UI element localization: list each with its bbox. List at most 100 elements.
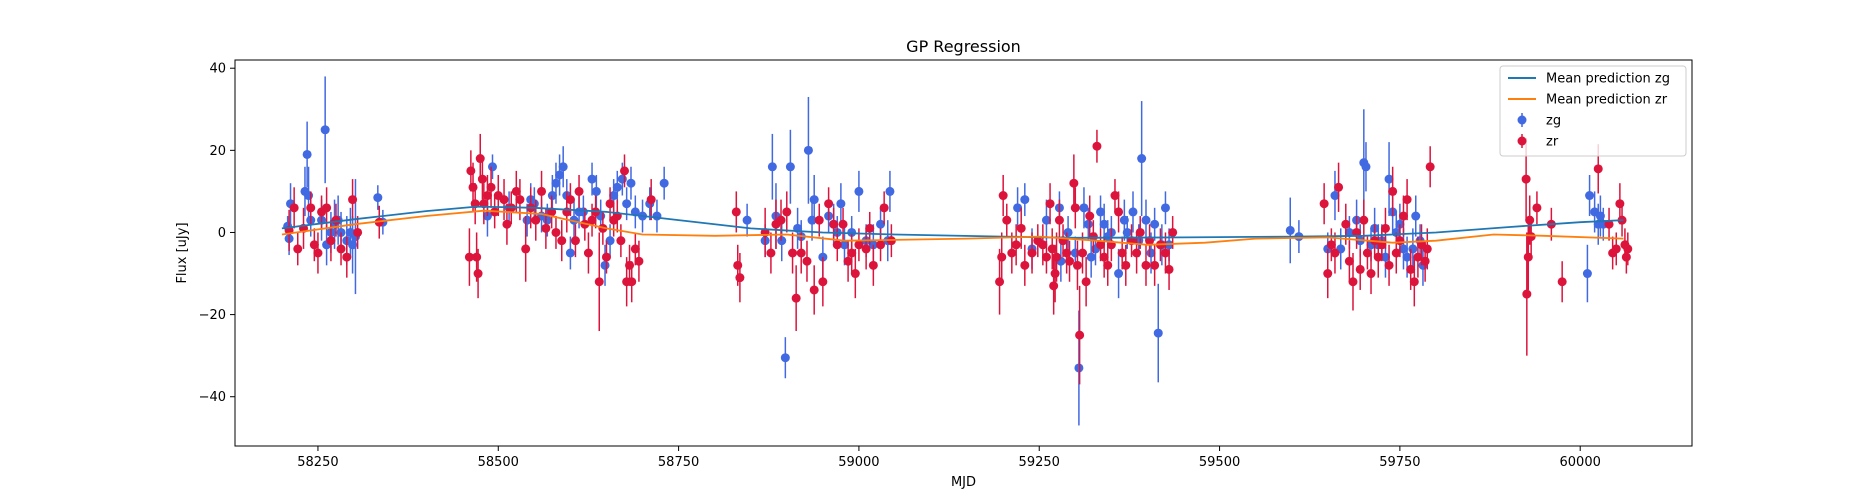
data-point-zg <box>578 207 588 217</box>
data-point-zg <box>565 248 575 258</box>
data-point-zr <box>1075 330 1085 340</box>
data-point-zr <box>1160 248 1170 258</box>
data-point-zg <box>1013 203 1023 213</box>
data-point-zg <box>780 353 790 363</box>
data-point-zr <box>1615 199 1625 209</box>
data-point-zg <box>617 174 627 184</box>
data-point-zr <box>1523 252 1533 262</box>
data-point-zr <box>1164 264 1174 274</box>
data-point-zr <box>289 203 299 213</box>
data-point-zr <box>879 203 889 213</box>
data-point-zr <box>348 195 358 205</box>
plot-frame <box>234 59 1693 447</box>
legend-marker-zg <box>1517 115 1527 125</box>
data-point-zr <box>646 195 656 205</box>
data-point-zg <box>1361 162 1371 172</box>
data-point-zr <box>511 186 521 196</box>
y-tick-label: −40 <box>199 390 226 405</box>
data-point-zg <box>659 178 669 188</box>
data-point-zr <box>1422 244 1432 254</box>
y-tick-label: 20 <box>209 144 226 159</box>
y-axis: −40 −20 0 20 40 <box>199 62 235 405</box>
data-point-zg <box>320 125 330 135</box>
data-point-zr <box>1341 219 1351 229</box>
data-point-zr <box>838 219 848 229</box>
data-point-zr <box>594 277 604 287</box>
data-point-zr <box>482 191 492 201</box>
data-point-zr <box>634 256 644 266</box>
data-point-zr <box>1062 248 1072 258</box>
data-point-zr <box>627 277 637 287</box>
data-point-zr <box>766 248 776 258</box>
data-point-zr <box>306 203 316 213</box>
data-point-zr <box>472 252 482 262</box>
data-point-zg <box>1380 252 1390 262</box>
data-point-zr <box>326 236 336 246</box>
data-point-zg <box>622 199 632 209</box>
data-point-zr <box>521 244 531 254</box>
data-point-zr <box>1132 248 1142 258</box>
legend: Mean prediction zg Mean prediction zr zg… <box>1499 65 1687 157</box>
data-point-zr <box>1045 199 1055 209</box>
data-point-zr <box>1047 244 1057 254</box>
data-point-zr <box>1050 269 1060 279</box>
data-point-zg <box>373 193 383 203</box>
data-point-zg <box>522 215 532 225</box>
data-point-zg <box>612 182 622 192</box>
chart-title: GP Regression <box>906 37 1021 56</box>
data-point-zr <box>1623 244 1633 254</box>
data-point-zr <box>1088 232 1098 242</box>
data-point-zr <box>782 207 792 217</box>
data-point-zg <box>626 178 636 188</box>
data-point-zr <box>1409 277 1419 287</box>
data-point-zr <box>847 248 857 258</box>
data-point-zr <box>1052 252 1062 262</box>
data-point-zr <box>861 244 871 254</box>
data-point-zr <box>531 215 541 225</box>
data-point-zr <box>1319 199 1329 209</box>
data-point-zr <box>818 277 828 287</box>
data-point-zr <box>1621 252 1631 262</box>
data-point-zg <box>1128 207 1138 217</box>
data-point-zr <box>1141 260 1151 270</box>
data-point-zr <box>802 256 812 266</box>
data-point-zr <box>342 252 352 262</box>
data-point-zr <box>1330 248 1340 258</box>
data-point-zr <box>1081 277 1091 287</box>
y-axis-label: Flux [uJy] <box>175 222 190 283</box>
data-point-zr <box>1069 178 1079 188</box>
data-point-zg <box>1153 328 1163 338</box>
data-point-zr <box>605 199 615 209</box>
data-point-zr <box>1352 227 1362 237</box>
data-point-zg <box>767 162 777 172</box>
mean-prediction-zr-line <box>281 209 1624 246</box>
data-point-zr <box>1373 252 1383 262</box>
data-point-zr <box>824 199 834 209</box>
data-point-zg <box>1099 219 1109 229</box>
data-point-zr <box>995 277 1005 287</box>
x-tick-label: 60000 <box>1560 455 1601 470</box>
data-point-zr <box>1425 162 1435 172</box>
data-point-zg <box>1083 219 1093 229</box>
data-point-zr <box>1072 260 1082 270</box>
data-point-zg <box>1408 244 1418 254</box>
data-point-zr <box>1016 223 1026 233</box>
data-point-zg <box>1384 174 1394 184</box>
legend-marker-zr <box>1517 136 1527 146</box>
data-point-zr <box>466 166 476 176</box>
data-point-zr <box>1135 227 1145 237</box>
data-point-zr <box>630 244 640 254</box>
data-point-zr <box>353 227 363 237</box>
x-tick-label: 59000 <box>838 455 879 470</box>
data-point-zr <box>587 215 597 225</box>
legend-label-zr-line: Mean prediction zr <box>1546 93 1668 108</box>
data-point-zr <box>1391 248 1401 258</box>
data-point-zg <box>1398 244 1408 254</box>
data-point-zr <box>1420 256 1430 266</box>
data-point-zg <box>1582 269 1592 279</box>
data-point-zr <box>565 195 575 205</box>
data-point-zr <box>486 182 496 192</box>
data-point-zr <box>1604 219 1614 229</box>
data-point-zg <box>542 215 552 225</box>
